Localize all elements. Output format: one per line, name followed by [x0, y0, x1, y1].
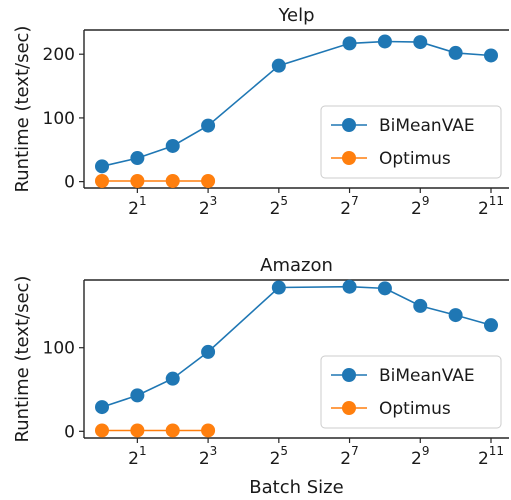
- chart-title: Amazon: [260, 255, 333, 276]
- legend-label: BiMeanVAE: [379, 366, 475, 386]
- series-optimus: [95, 173, 216, 188]
- series-bimeanvae: [95, 34, 498, 174]
- data-point: [165, 138, 180, 153]
- data-point: [342, 279, 357, 294]
- x-tick-label: 29: [411, 194, 429, 219]
- data-point: [130, 423, 145, 438]
- y-tick-label: 100: [43, 109, 75, 129]
- data-point: [448, 308, 463, 323]
- data-point: [201, 118, 216, 133]
- y-tick-label: 100: [43, 339, 75, 359]
- data-point: [413, 298, 428, 313]
- legend: BiMeanVAE Optimus: [320, 105, 502, 179]
- legend-marker: [342, 151, 356, 165]
- data-point: [413, 35, 428, 50]
- data-point: [165, 423, 180, 438]
- data-point: [377, 34, 392, 49]
- legend-marker: [342, 118, 356, 132]
- legend-label: Optimus: [379, 399, 451, 419]
- data-point: [201, 344, 216, 359]
- chart-title: Yelp: [277, 5, 314, 26]
- data-point: [271, 58, 286, 73]
- x-axis-label: Batch Size: [249, 477, 343, 498]
- legend-marker: [342, 368, 356, 382]
- series-optimus: [95, 423, 216, 438]
- data-point: [130, 173, 145, 188]
- x-tick-label: 23: [199, 194, 217, 219]
- data-point: [95, 173, 109, 188]
- data-point: [201, 173, 216, 188]
- legend: BiMeanVAE Optimus: [320, 355, 502, 429]
- series-line: [101, 40, 492, 168]
- data-point: [95, 423, 109, 438]
- panel-amazon: Amazon Runtime (text/sec) 0 100 21 23 25 27 29 21…: [12, 255, 509, 498]
- x-tick-label: 29: [411, 444, 429, 469]
- data-point: [201, 423, 216, 438]
- x-tick-label: 25: [270, 444, 288, 469]
- data-point: [130, 388, 145, 403]
- x-tick-label: 27: [340, 194, 358, 219]
- data-point: [271, 280, 286, 295]
- data-point: [165, 371, 180, 386]
- data-point: [484, 48, 498, 63]
- data-point: [377, 281, 392, 296]
- panel-yelp: Yelp Runtime (text/sec) 0 100 200 21 23 25 27 29 2…: [12, 5, 509, 219]
- y-axis-label: Runtime (text/sec): [12, 26, 33, 193]
- x-tick-label: 27: [340, 444, 358, 469]
- data-point: [95, 159, 109, 174]
- series-line: [101, 285, 492, 408]
- legend-marker: [342, 401, 356, 415]
- data-point: [484, 318, 498, 333]
- legend-label: Optimus: [379, 149, 451, 169]
- data-point: [130, 151, 145, 166]
- x-tick-label: 25: [270, 194, 288, 219]
- x-tick-label: 21: [128, 444, 146, 469]
- legend-box: [320, 355, 502, 429]
- series-bimeanvae: [95, 279, 498, 415]
- legend-box: [320, 105, 502, 179]
- x-tick-label: 211: [478, 194, 504, 219]
- legend-label: BiMeanVAE: [379, 116, 475, 136]
- x-tick-label: 21: [128, 194, 146, 219]
- data-point: [165, 173, 180, 188]
- data-point: [448, 45, 463, 60]
- y-tick-label: 200: [43, 45, 75, 65]
- y-tick-label: 0: [64, 422, 75, 442]
- x-tick-label: 23: [199, 444, 217, 469]
- data-point: [342, 36, 357, 51]
- data-point: [95, 400, 109, 415]
- y-tick-label: 0: [64, 173, 75, 193]
- y-axis-label: Runtime (text/sec): [12, 276, 33, 443]
- x-tick-label: 211: [478, 444, 504, 469]
